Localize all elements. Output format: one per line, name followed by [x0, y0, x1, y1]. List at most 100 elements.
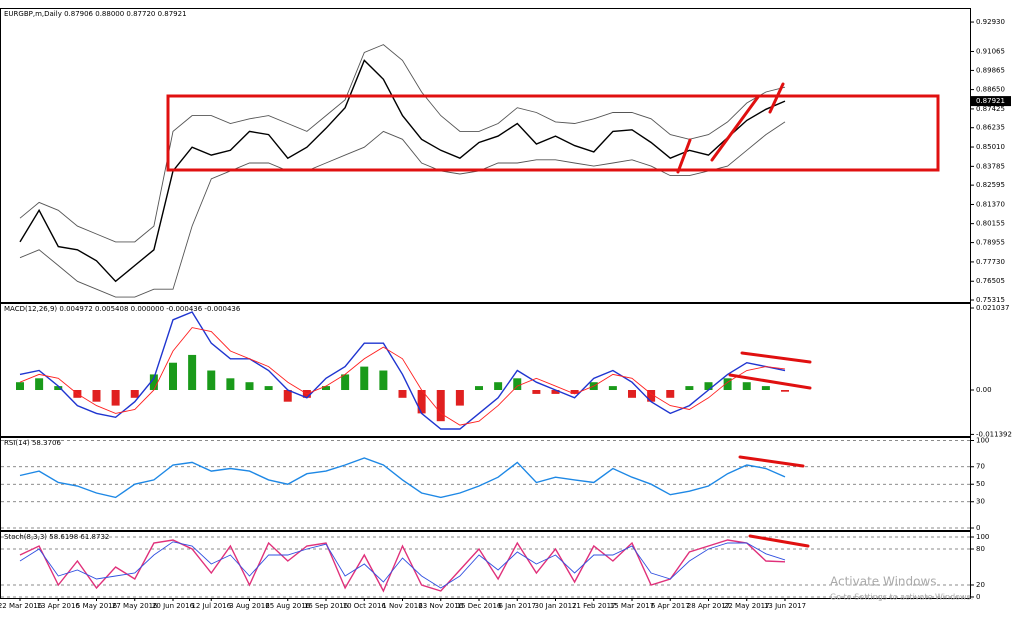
histogram-bar [417, 390, 426, 414]
histogram-bar [494, 382, 503, 391]
histogram-bar [398, 390, 407, 398]
histogram-bar [264, 386, 273, 391]
annotations [166, 82, 940, 548]
x-tick-label: 23 Nov 2016 [418, 602, 463, 610]
histogram-bar [16, 382, 24, 391]
histogram-bar [551, 390, 560, 394]
histogram-bar [245, 382, 254, 391]
histogram-bar [360, 366, 369, 391]
x-tick-label: 13 Jun 2017 [764, 602, 806, 610]
current-price-box [971, 96, 1011, 107]
histogram-bar [608, 386, 617, 391]
x-tick-label: 21 Feb 2017 [572, 602, 616, 610]
current-price-label: 0.87921 [976, 97, 1005, 105]
series-line [19, 541, 786, 589]
histogram-bar [781, 390, 789, 392]
y-tick-label: 0.82595 [976, 181, 1005, 189]
panel-title: MACD(12,26,9) 0.004972 0.005408 0.000000… [4, 305, 241, 313]
y-tick-label: 0.86235 [976, 124, 1005, 132]
arrow [738, 455, 805, 468]
histogram-bar [647, 390, 656, 402]
y-tick-label: 0.83785 [976, 162, 1005, 170]
histogram-bar [723, 378, 732, 391]
histogram-bar [666, 390, 675, 398]
watermark-subtitle: Go to Settings to activate Windows. [830, 593, 973, 602]
y-tick-label: 70 [976, 463, 985, 471]
x-tick-label: 27 May 2016 [112, 602, 158, 610]
y-tick-label: 0.87425 [976, 105, 1005, 113]
series-line [19, 539, 786, 593]
y-tick-label: 0.91065 [976, 47, 1005, 55]
histogram-bar [513, 378, 522, 391]
y-tick-label: 20 [976, 581, 985, 589]
y-tick-label: 0.89865 [976, 66, 1005, 74]
x-tick-label: 16 Sep 2016 [304, 602, 349, 610]
histogram-bar [436, 390, 445, 422]
y-tick-label: 0.80155 [976, 220, 1005, 228]
histogram-bar [226, 378, 235, 391]
y-tick-label: 0.021037 [976, 304, 1009, 312]
histogram-bar [322, 386, 330, 391]
x-tick-label: 5 May 2016 [76, 602, 118, 610]
histogram-bar [379, 370, 388, 391]
x-tick-label: 6 Jan 2017 [498, 602, 536, 610]
histogram-bar [169, 362, 177, 391]
y-tick-label: 0.78955 [976, 239, 1005, 247]
histogram-bar [570, 390, 579, 394]
x-tick-label: 30 Jan 2017 [535, 602, 577, 610]
y-tick-label: 100 [976, 533, 989, 541]
stoch-panel [0, 531, 971, 599]
x-tick-label: 28 Apr 2017 [687, 602, 730, 610]
y-tick-label: 80 [976, 545, 985, 553]
histogram-bar [761, 386, 770, 391]
series-line [19, 59, 786, 283]
histogram-bar [35, 378, 44, 391]
series-line [19, 327, 786, 426]
x-tick-label: 10 Oct 2016 [343, 602, 387, 610]
histogram-bar [742, 382, 751, 391]
arrow [710, 95, 760, 162]
y-tick-label: 0.75315 [976, 296, 1005, 304]
series-line [19, 311, 786, 430]
arrow [748, 534, 810, 548]
y-tick-label: 0.85010 [976, 143, 1005, 151]
series-line [19, 44, 786, 243]
histogram-bar [628, 390, 636, 398]
x-tick-label: 12 Jul 2016 [191, 602, 231, 610]
y-tick-label: 0.76505 [976, 277, 1005, 285]
histogram-bar [341, 374, 350, 391]
arrow [728, 373, 812, 390]
histogram-bar [475, 386, 483, 391]
histogram-bar [685, 386, 694, 391]
x-tick-label: 3 Aug 2016 [229, 602, 270, 610]
macd-panel [0, 303, 971, 437]
x-tick-label: 1 Nov 2016 [382, 602, 423, 610]
y-tick-label: 0.00 [976, 386, 992, 394]
histogram-bar [149, 374, 158, 391]
x-tick-label: 22 May 2017 [724, 602, 770, 610]
panel-title: EURGBP,m,Daily 0.87906 0.88000 0.87720 0… [4, 10, 187, 18]
price-panel [0, 8, 971, 303]
series-line [19, 457, 786, 499]
y-tick-label: 0.77730 [976, 258, 1005, 266]
y-tick-label: 50 [976, 480, 985, 488]
x-tick-label: 25 Aug 2016 [265, 602, 310, 610]
histogram-bar [704, 382, 713, 391]
y-tick-label: 30 [976, 498, 985, 506]
histogram-bar [130, 390, 139, 398]
histogram-bar [532, 390, 541, 394]
x-tick-label: 22 Mar 2016 [0, 602, 43, 610]
y-tick-label: 0.92930 [976, 18, 1005, 26]
arrow [740, 351, 812, 364]
arrow [676, 138, 692, 174]
histogram-bar [207, 370, 216, 391]
histogram-bar [92, 390, 101, 402]
watermark-title: Activate Windows [830, 575, 937, 589]
histogram-bar [188, 354, 197, 391]
y-tick-label: -0.011392 [976, 430, 1012, 438]
x-tick-label: 20 Jun 2016 [152, 602, 195, 610]
x-tick-label: 15 Mar 2017 [610, 602, 654, 610]
x-tick-label: 13 Apr 2016 [37, 602, 81, 610]
